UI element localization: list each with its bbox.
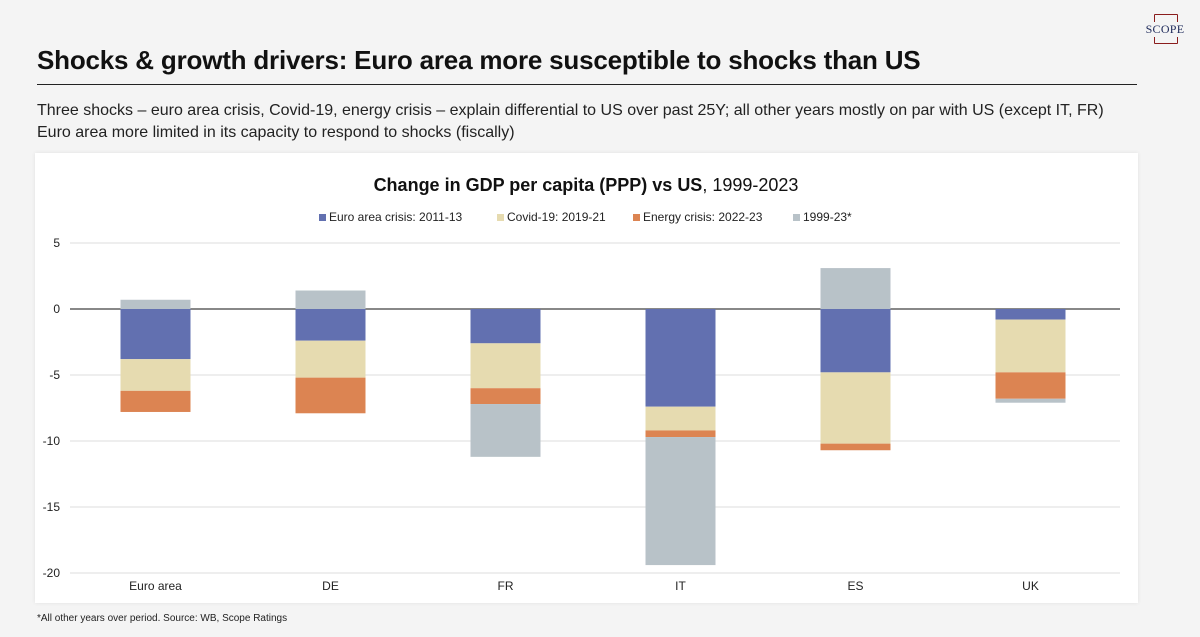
bar-segment [120, 299, 191, 309]
bar-segment [995, 398, 1066, 403]
bar-segment [820, 372, 891, 444]
x-tick-label: IT [675, 579, 686, 593]
y-tick-label: 0 [53, 302, 60, 316]
bar-segment [995, 309, 1066, 320]
legend-label: Energy crisis: 2022-23 [643, 210, 763, 224]
bar-segment [295, 290, 366, 309]
bar-segment [470, 309, 541, 344]
y-tick-label: -20 [43, 566, 61, 580]
bar-segment [470, 388, 541, 405]
bar-segment [295, 377, 366, 414]
x-tick-label: UK [1022, 579, 1039, 593]
bar-segment [120, 390, 191, 412]
bar-segment [820, 268, 891, 309]
legend-swatch [793, 214, 800, 221]
y-tick-label: 5 [53, 236, 60, 250]
chart-panel: Change in GDP per capita (PPP) vs US, 19… [35, 153, 1138, 603]
bar-segment [295, 340, 366, 378]
x-tick-label: DE [322, 579, 339, 593]
stacked-bar-chart: Change in GDP per capita (PPP) vs US, 19… [43, 175, 1120, 593]
legend-label: Euro area crisis: 2011-13 [329, 210, 463, 224]
bar-segment [295, 309, 366, 341]
bar-segment [995, 319, 1066, 373]
legend-swatch [319, 214, 326, 221]
bar-segment [820, 443, 891, 451]
bar-group [120, 268, 1066, 566]
y-axis: 5 0 -5 -10 -15 -20 [43, 236, 61, 580]
chart-legend: Euro area crisis: 2011-13 Covid-19: 2019-… [319, 210, 852, 224]
page-title: Shocks & growth drivers: Euro area more … [37, 45, 921, 75]
chart-title: Change in GDP per capita (PPP) vs US, 19… [374, 175, 799, 195]
bar-segment [995, 372, 1066, 399]
legend-swatch [497, 214, 504, 221]
bar-segment [470, 404, 541, 457]
legend-swatch [633, 214, 640, 221]
bar-segment [120, 309, 191, 360]
bar-segment [645, 309, 716, 407]
y-tick-label: -5 [49, 368, 60, 382]
bar-segment [470, 343, 541, 389]
scope-logo: SCOPE [1144, 14, 1186, 44]
y-tick-label: -15 [43, 500, 61, 514]
x-axis: Euro area DE FR IT ES UK [129, 579, 1039, 593]
chart-title-period: , 1999-2023 [702, 175, 798, 195]
chart-gridlines [70, 242, 1120, 574]
x-tick-label: ES [847, 579, 863, 593]
logo-text: SCOPE [1144, 22, 1186, 37]
legend-label: Covid-19: 2019-21 [507, 210, 606, 224]
x-tick-label: FR [498, 579, 514, 593]
subtitle-line-1: Three shocks – euro area crisis, Covid-1… [37, 102, 1104, 119]
bar-segment [645, 406, 716, 431]
legend-label: 1999-23* [803, 210, 852, 224]
title-divider [37, 84, 1137, 85]
y-tick-label: -10 [43, 434, 61, 448]
subtitle-line-2: Euro area more limited in its capacity t… [37, 124, 515, 141]
bar-segment [120, 359, 191, 391]
bar-segment [820, 309, 891, 373]
chart-title-main: Change in GDP per capita (PPP) vs US [374, 175, 703, 195]
x-tick-label: Euro area [129, 579, 182, 593]
footnote: *All other years over period. Source: WB… [37, 613, 288, 624]
bar-segment [645, 437, 716, 566]
bar-segment [645, 430, 716, 438]
